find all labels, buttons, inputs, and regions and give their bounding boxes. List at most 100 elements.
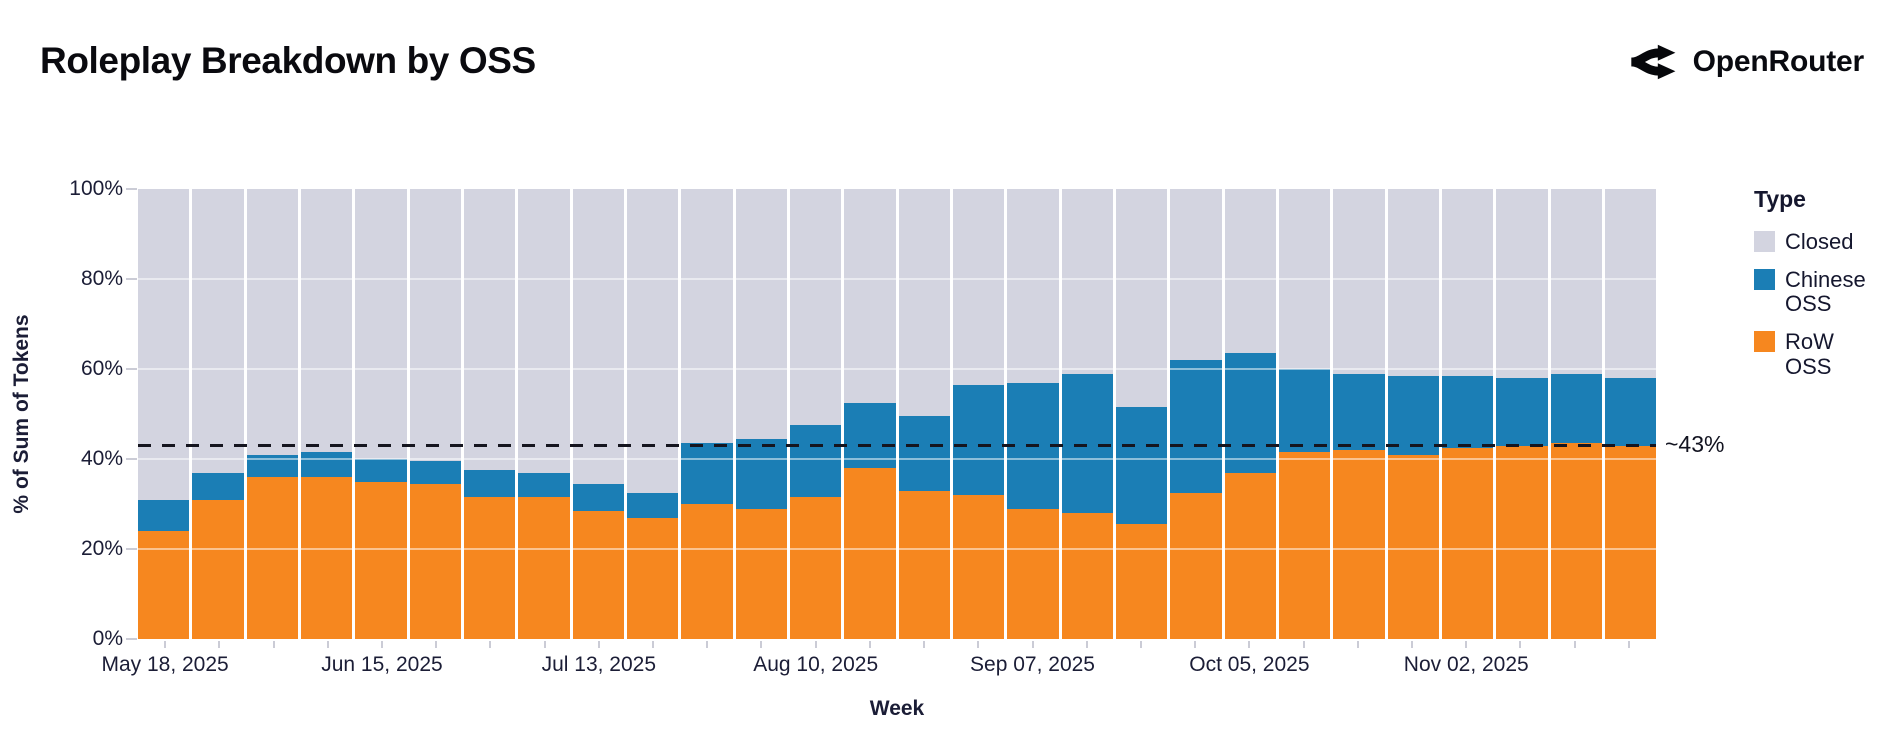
- bar-aug-31-2025[interactable]: [952, 189, 1005, 639]
- bar-jun-08-2025[interactable]: [300, 189, 353, 639]
- segment-chinese-oss[interactable]: [300, 452, 353, 477]
- segment-chinese-oss[interactable]: [572, 483, 624, 511]
- segment-row-oss[interactable]: [572, 510, 624, 639]
- segment-chinese-oss[interactable]: [1115, 407, 1168, 525]
- segment-chinese-oss[interactable]: [1441, 375, 1494, 448]
- segment-row-oss[interactable]: [409, 483, 461, 639]
- segment-row-oss[interactable]: [735, 508, 787, 639]
- segment-row-oss[interactable]: [898, 490, 950, 639]
- segment-closed[interactable]: [192, 189, 244, 473]
- segment-closed[interactable]: [898, 189, 950, 417]
- segment-row-oss[interactable]: [789, 497, 842, 639]
- segment-chinese-oss[interactable]: [1007, 382, 1059, 509]
- segment-row-oss[interactable]: [1115, 524, 1168, 639]
- segment-chinese-oss[interactable]: [1604, 378, 1657, 446]
- segment-closed[interactable]: [409, 189, 461, 462]
- segment-row-oss[interactable]: [246, 477, 298, 639]
- bar-sep-07-2025[interactable]: [1007, 189, 1059, 639]
- bar-nov-09-2025[interactable]: [1496, 189, 1548, 639]
- segment-chinese-oss[interactable]: [952, 384, 1005, 495]
- segment-chinese-oss[interactable]: [1333, 373, 1385, 450]
- segment-chinese-oss[interactable]: [355, 459, 407, 482]
- segment-row-oss[interactable]: [138, 531, 190, 639]
- segment-closed[interactable]: [1278, 189, 1331, 369]
- segment-row-oss[interactable]: [1441, 447, 1494, 639]
- segment-row-oss[interactable]: [1224, 472, 1276, 639]
- segment-row-oss[interactable]: [1061, 513, 1113, 639]
- segment-row-oss[interactable]: [681, 504, 733, 639]
- bar-jul-20-2025[interactable]: [626, 189, 679, 639]
- bar-nov-02-2025[interactable]: [1441, 189, 1494, 639]
- segment-closed[interactable]: [1007, 189, 1059, 383]
- segment-closed[interactable]: [789, 189, 842, 426]
- segment-row-oss[interactable]: [626, 517, 679, 639]
- bar-jun-15-2025[interactable]: [355, 189, 407, 639]
- segment-row-oss[interactable]: [355, 481, 407, 639]
- bar-oct-19-2025[interactable]: [1333, 189, 1385, 639]
- segment-row-oss[interactable]: [1007, 508, 1059, 639]
- segment-chinese-oss[interactable]: [1061, 373, 1113, 513]
- segment-row-oss[interactable]: [1496, 445, 1548, 639]
- segment-closed[interactable]: [1604, 189, 1657, 378]
- segment-chinese-oss[interactable]: [518, 472, 570, 498]
- segment-chinese-oss[interactable]: [409, 461, 461, 484]
- segment-closed[interactable]: [681, 189, 733, 444]
- segment-closed[interactable]: [1061, 189, 1113, 374]
- segment-chinese-oss[interactable]: [789, 425, 842, 498]
- segment-chinese-oss[interactable]: [463, 470, 516, 498]
- segment-closed[interactable]: [463, 189, 516, 471]
- segment-closed[interactable]: [844, 189, 896, 403]
- segment-closed[interactable]: [300, 189, 353, 453]
- segment-chinese-oss[interactable]: [735, 438, 787, 509]
- segment-closed[interactable]: [735, 189, 787, 439]
- segment-closed[interactable]: [952, 189, 1005, 385]
- segment-chinese-oss[interactable]: [1496, 378, 1548, 446]
- segment-closed[interactable]: [1170, 189, 1222, 360]
- segment-row-oss[interactable]: [1333, 450, 1385, 639]
- bar-oct-05-2025[interactable]: [1224, 189, 1276, 639]
- segment-chinese-oss[interactable]: [246, 454, 298, 477]
- bar-oct-26-2025[interactable]: [1387, 189, 1439, 639]
- bar-jul-06-2025[interactable]: [518, 189, 570, 639]
- segment-row-oss[interactable]: [952, 495, 1005, 639]
- segment-row-oss[interactable]: [192, 499, 244, 639]
- segment-chinese-oss[interactable]: [844, 402, 896, 468]
- segment-row-oss[interactable]: [1604, 445, 1657, 639]
- bar-nov-23-2025[interactable]: [1604, 189, 1657, 639]
- bar-aug-17-2025[interactable]: [844, 189, 896, 639]
- segment-closed[interactable]: [246, 189, 298, 455]
- bar-jun-22-2025[interactable]: [409, 189, 461, 639]
- segment-closed[interactable]: [1224, 189, 1276, 354]
- segment-closed[interactable]: [1115, 189, 1168, 408]
- segment-chinese-oss[interactable]: [681, 443, 733, 504]
- segment-row-oss[interactable]: [1170, 492, 1222, 639]
- legend-entry-chinese-oss[interactable]: Chinese OSS: [1754, 267, 1874, 317]
- segment-closed[interactable]: [138, 189, 190, 500]
- segment-chinese-oss[interactable]: [1170, 360, 1222, 493]
- segment-row-oss[interactable]: [1550, 443, 1602, 639]
- bar-jun-29-2025[interactable]: [463, 189, 516, 639]
- segment-chinese-oss[interactable]: [1387, 375, 1439, 455]
- segment-closed[interactable]: [518, 189, 570, 473]
- bar-may-18-2025[interactable]: [138, 189, 190, 639]
- segment-row-oss[interactable]: [518, 497, 570, 639]
- bar-aug-24-2025[interactable]: [898, 189, 950, 639]
- bar-sep-14-2025[interactable]: [1061, 189, 1113, 639]
- bar-oct-12-2025[interactable]: [1278, 189, 1331, 639]
- legend-entry-closed[interactable]: Closed: [1754, 229, 1874, 255]
- bar-nov-16-2025[interactable]: [1550, 189, 1602, 639]
- segment-row-oss[interactable]: [300, 477, 353, 639]
- segment-chinese-oss[interactable]: [138, 499, 190, 531]
- segment-closed[interactable]: [1441, 189, 1494, 376]
- segment-closed[interactable]: [1387, 189, 1439, 376]
- segment-closed[interactable]: [355, 189, 407, 459]
- bar-sep-28-2025[interactable]: [1170, 189, 1222, 639]
- segment-chinese-oss[interactable]: [898, 416, 950, 491]
- bar-jun-01-2025[interactable]: [246, 189, 298, 639]
- segment-chinese-oss[interactable]: [626, 492, 679, 518]
- segment-row-oss[interactable]: [1387, 454, 1439, 639]
- segment-closed[interactable]: [572, 189, 624, 484]
- segment-closed[interactable]: [626, 189, 679, 493]
- bar-may-25-2025[interactable]: [192, 189, 244, 639]
- segment-chinese-oss[interactable]: [192, 472, 244, 500]
